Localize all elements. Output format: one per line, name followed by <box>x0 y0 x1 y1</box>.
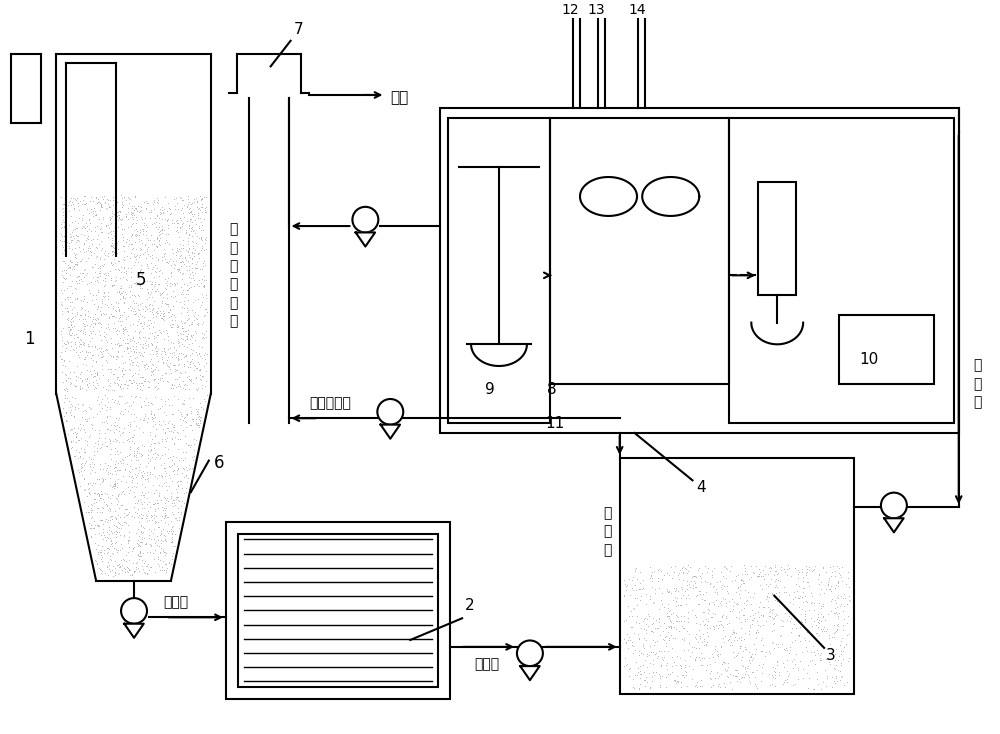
Text: 排泥管: 排泥管 <box>163 595 188 609</box>
Circle shape <box>352 207 378 233</box>
Text: 8: 8 <box>547 382 557 396</box>
Text: 出水: 出水 <box>390 90 409 106</box>
Text: 1: 1 <box>24 330 35 349</box>
Circle shape <box>121 598 147 624</box>
Bar <box>758 182 796 295</box>
Bar <box>440 108 959 433</box>
Text: 6: 6 <box>214 454 224 471</box>
Bar <box>238 534 438 687</box>
Circle shape <box>377 399 403 425</box>
Text: 泵
晶
管: 泵 晶 管 <box>604 506 612 557</box>
Bar <box>729 117 954 424</box>
Circle shape <box>881 493 907 518</box>
Text: 5: 5 <box>136 271 146 289</box>
Circle shape <box>517 641 543 666</box>
Bar <box>839 315 934 384</box>
Text: 14: 14 <box>629 3 646 17</box>
Bar <box>550 117 729 384</box>
Text: 7: 7 <box>294 22 303 37</box>
Text: 泵
液
管: 泵 液 管 <box>974 358 982 409</box>
Polygon shape <box>381 425 400 439</box>
Text: 泵液管: 泵液管 <box>474 658 500 672</box>
Polygon shape <box>356 233 375 247</box>
Polygon shape <box>520 666 540 680</box>
Polygon shape <box>884 518 904 532</box>
Text: 4: 4 <box>697 480 706 495</box>
Text: 11: 11 <box>545 416 564 431</box>
Text: 2: 2 <box>465 598 475 614</box>
Text: 诱
晶
液
进
料
管: 诱 晶 液 进 料 管 <box>230 222 238 328</box>
Text: 3: 3 <box>826 647 836 663</box>
Text: 晶种进料管: 晶种进料管 <box>310 396 351 410</box>
Bar <box>620 457 854 694</box>
Text: 9: 9 <box>485 382 495 396</box>
Text: 12: 12 <box>561 3 579 17</box>
Text: 13: 13 <box>588 3 606 17</box>
Polygon shape <box>124 624 144 638</box>
Bar <box>448 117 550 424</box>
Bar <box>226 522 450 699</box>
Text: 10: 10 <box>859 352 879 367</box>
